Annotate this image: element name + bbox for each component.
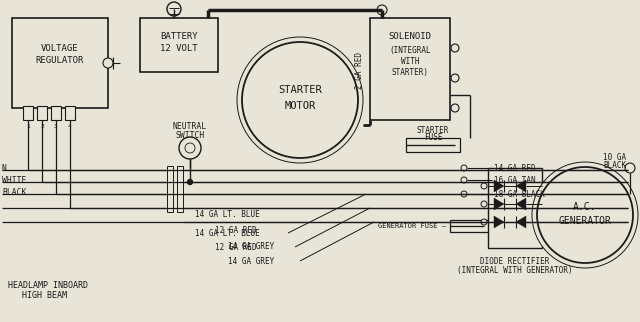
Bar: [23, 106, 33, 120]
Text: VOLTAGE: VOLTAGE: [41, 43, 79, 52]
Circle shape: [377, 5, 387, 15]
Bar: [140, 18, 218, 72]
Bar: [406, 138, 460, 152]
Text: STARTER: STARTER: [278, 85, 322, 95]
Text: 10 GA: 10 GA: [604, 153, 627, 162]
Text: 4: 4: [68, 124, 72, 128]
Text: NEUTRAL: NEUTRAL: [173, 121, 207, 130]
Bar: [65, 106, 75, 120]
Circle shape: [461, 177, 467, 183]
Circle shape: [451, 104, 459, 112]
Bar: [51, 106, 61, 120]
Circle shape: [481, 219, 487, 225]
Bar: [488, 168, 542, 248]
Circle shape: [625, 163, 635, 173]
Circle shape: [543, 201, 549, 207]
Circle shape: [543, 183, 549, 189]
Text: 12 GA RED: 12 GA RED: [215, 242, 257, 251]
Polygon shape: [516, 198, 526, 210]
Circle shape: [481, 201, 487, 207]
Text: BLACK: BLACK: [2, 187, 26, 196]
Polygon shape: [516, 180, 526, 192]
Text: (INTEGRAL: (INTEGRAL: [389, 45, 431, 54]
Circle shape: [481, 183, 487, 189]
Text: MOTOR: MOTOR: [284, 101, 316, 111]
Bar: [167, 166, 173, 212]
Circle shape: [451, 74, 459, 82]
Text: 3: 3: [54, 124, 58, 128]
Circle shape: [461, 165, 467, 171]
Text: STARTER: STARTER: [417, 126, 449, 135]
Text: 18 GA BLACK: 18 GA BLACK: [494, 190, 545, 198]
Circle shape: [179, 137, 201, 159]
Text: HEADLAMP INBOARD: HEADLAMP INBOARD: [8, 280, 88, 289]
Polygon shape: [494, 180, 504, 192]
Text: SOLENOID: SOLENOID: [388, 32, 431, 41]
Text: 16 GA TAN: 16 GA TAN: [494, 175, 536, 185]
Text: BATTERY: BATTERY: [160, 32, 198, 41]
Text: (INTEGRAL WITH GENERATOR): (INTEGRAL WITH GENERATOR): [457, 267, 573, 276]
Text: 14 GA RED: 14 GA RED: [494, 164, 536, 173]
Text: GENERATOR FUSE —: GENERATOR FUSE —: [378, 223, 446, 229]
Bar: [370, 18, 450, 120]
Text: 14 GA LT. BLUE: 14 GA LT. BLUE: [195, 229, 260, 238]
Circle shape: [242, 42, 358, 158]
Text: 2 GA RED: 2 GA RED: [355, 52, 365, 89]
Circle shape: [237, 37, 363, 163]
Circle shape: [103, 58, 113, 68]
Circle shape: [537, 167, 633, 263]
Text: GENERATOR: GENERATOR: [559, 216, 611, 226]
Text: 14 GA LT. BLUE: 14 GA LT. BLUE: [195, 210, 260, 219]
Circle shape: [543, 219, 549, 225]
Text: 12 GA RED: 12 GA RED: [215, 225, 257, 234]
Text: SWITCH: SWITCH: [175, 130, 205, 139]
Polygon shape: [494, 216, 504, 228]
Text: HIGH BEAM: HIGH BEAM: [22, 290, 67, 299]
Text: 12 VOLT: 12 VOLT: [160, 43, 198, 52]
Text: 2: 2: [40, 124, 44, 128]
Circle shape: [188, 179, 193, 185]
Bar: [177, 166, 183, 212]
Text: A.C.: A.C.: [573, 202, 596, 212]
Text: 14 GA GREY: 14 GA GREY: [228, 257, 275, 266]
Circle shape: [532, 162, 638, 268]
Text: 1: 1: [26, 124, 30, 128]
Text: WITH: WITH: [401, 56, 419, 65]
Bar: [37, 106, 47, 120]
Text: N: N: [2, 164, 7, 173]
Polygon shape: [516, 216, 526, 228]
Text: WHITE: WHITE: [2, 175, 26, 185]
Circle shape: [167, 2, 181, 16]
Circle shape: [451, 44, 459, 52]
Text: REGULATOR: REGULATOR: [36, 55, 84, 64]
Text: DIODE RECTIFIER: DIODE RECTIFIER: [480, 258, 550, 267]
Circle shape: [461, 191, 467, 197]
Text: BLACK: BLACK: [604, 160, 627, 169]
Bar: [12, 18, 108, 108]
Text: FUSE: FUSE: [424, 132, 442, 141]
Text: STARTER): STARTER): [392, 68, 429, 77]
Text: 14 GA GREY: 14 GA GREY: [228, 242, 275, 251]
Bar: [450, 220, 490, 232]
Circle shape: [185, 143, 195, 153]
Polygon shape: [494, 198, 504, 210]
